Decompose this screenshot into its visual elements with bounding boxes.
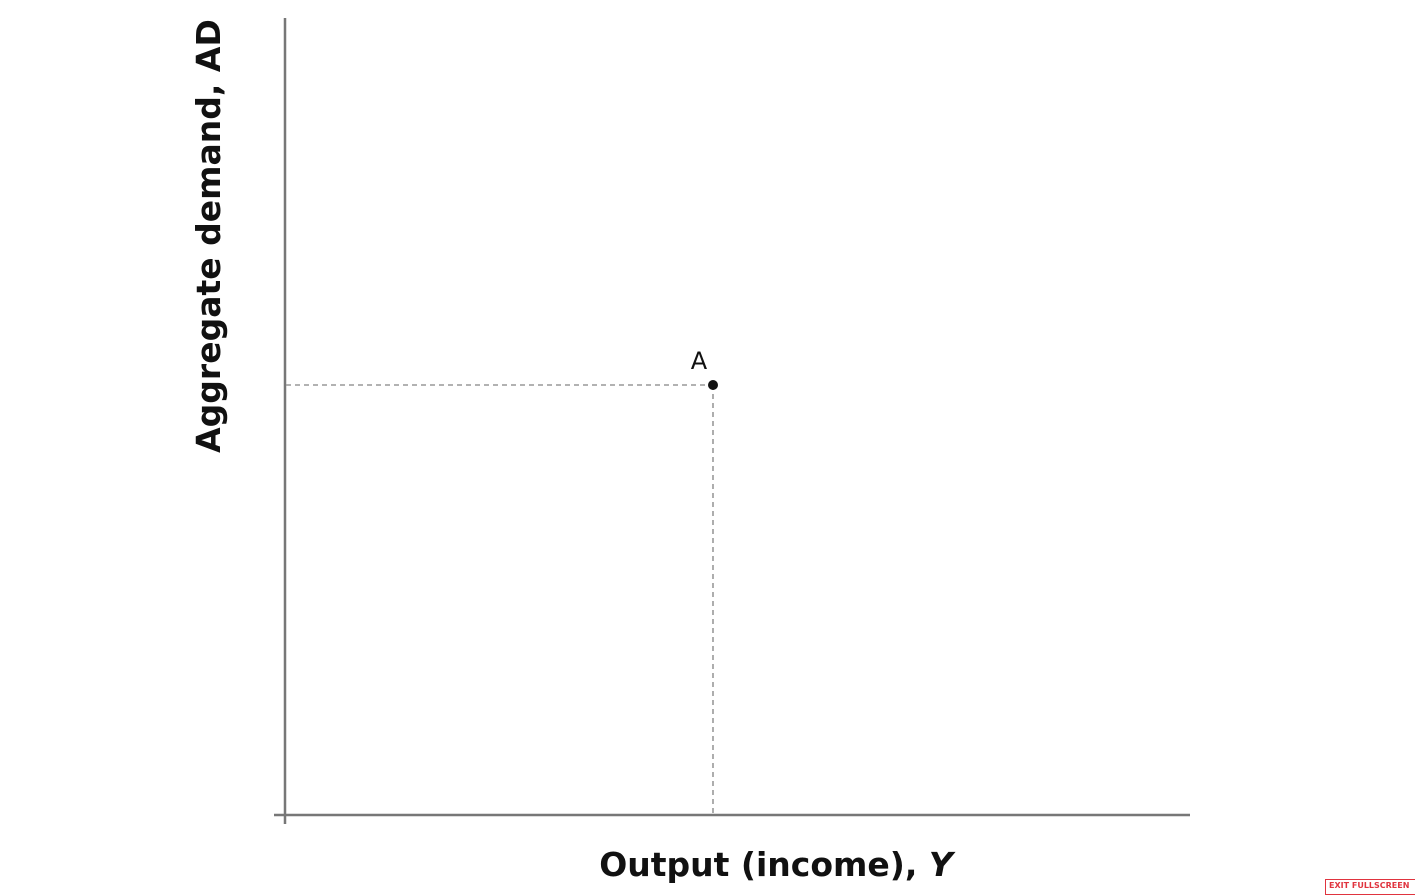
- point-label: A: [691, 347, 708, 375]
- x-axis-symbol: Y: [929, 845, 956, 884]
- exit-fullscreen-button[interactable]: EXIT FULLSCREEN: [1325, 879, 1415, 895]
- y-axis-label: Aggregate demand, AD: [189, 19, 228, 453]
- point: [708, 380, 718, 390]
- x-axis-label-text: Output (income),: [599, 845, 917, 884]
- x-axis-label: Output (income), Y: [599, 845, 956, 884]
